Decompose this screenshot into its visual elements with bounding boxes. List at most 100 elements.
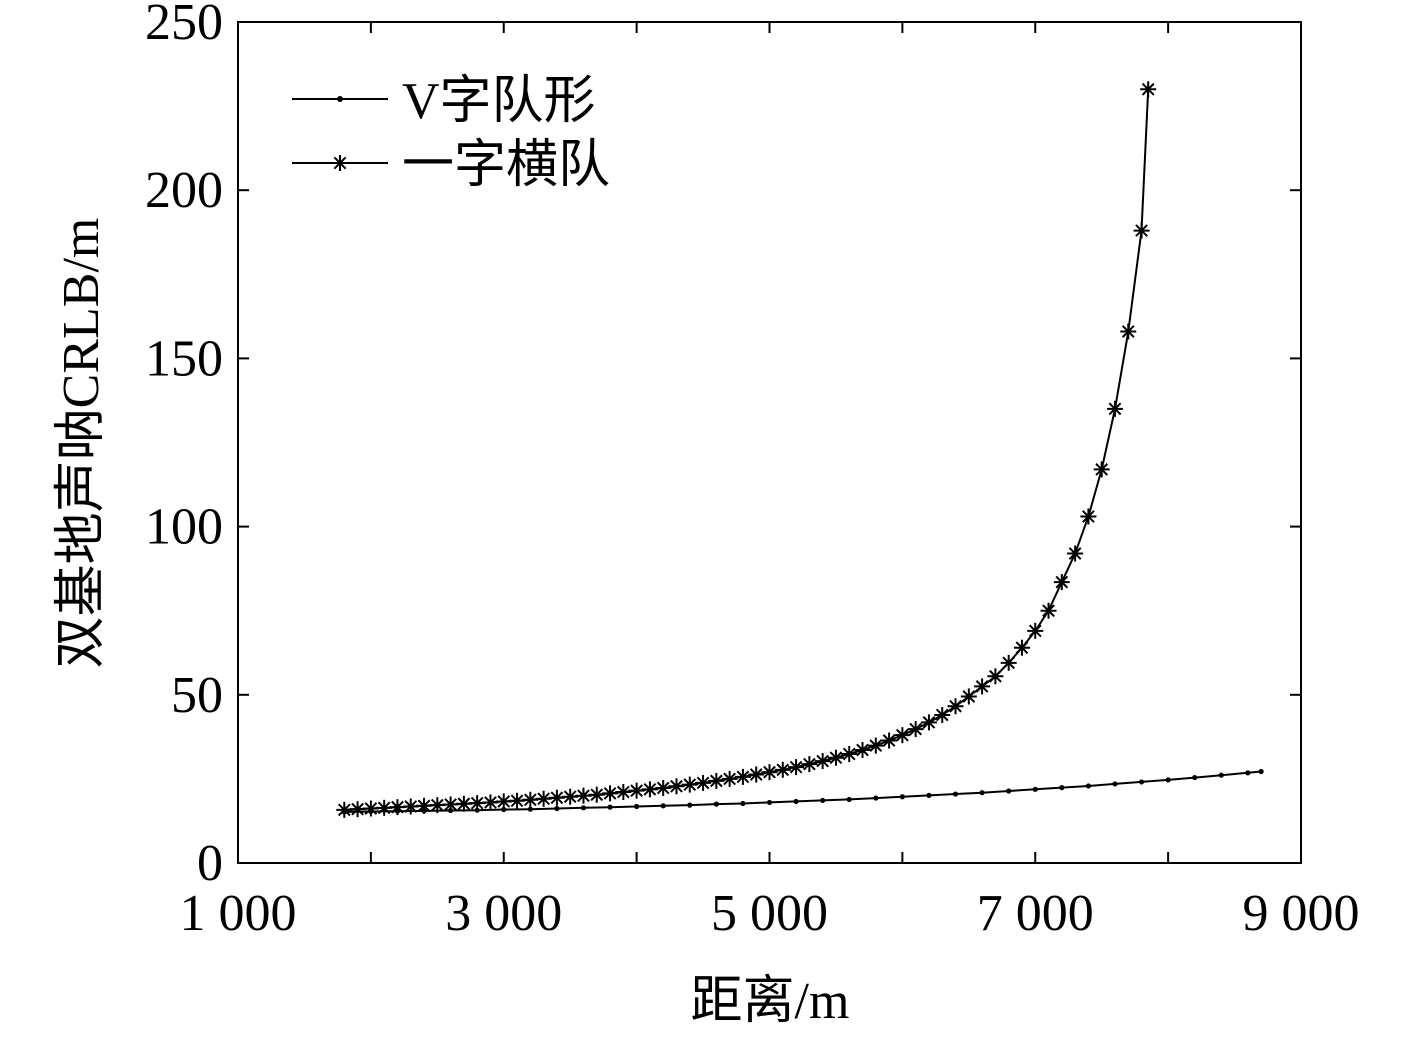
data-point bbox=[1258, 768, 1264, 775]
data-point bbox=[788, 759, 805, 776]
data-point bbox=[827, 749, 844, 766]
data-point bbox=[801, 756, 818, 773]
legend: V字队形 一字横队 bbox=[292, 73, 610, 194]
data-point bbox=[522, 791, 539, 808]
data-point bbox=[660, 803, 666, 809]
data-point bbox=[429, 797, 446, 814]
data-point bbox=[748, 766, 765, 783]
data-point bbox=[907, 721, 924, 738]
data-point bbox=[846, 796, 852, 803]
legend-marker-star bbox=[332, 155, 348, 171]
series-layer bbox=[336, 81, 1264, 818]
data-point bbox=[920, 714, 937, 731]
data-point bbox=[814, 753, 831, 770]
y-axis-label: 双基地声呐CRLB/m bbox=[53, 218, 110, 669]
series-v-formation bbox=[341, 768, 1264, 815]
data-point bbox=[668, 778, 685, 795]
data-point bbox=[1006, 788, 1012, 794]
data-point bbox=[402, 798, 419, 815]
data-point bbox=[926, 792, 932, 798]
data-point bbox=[634, 803, 640, 810]
data-point bbox=[987, 668, 1004, 685]
data-point bbox=[793, 798, 799, 805]
data-point bbox=[442, 796, 459, 813]
data-point bbox=[1027, 622, 1044, 639]
data-point bbox=[607, 804, 613, 810]
data-point bbox=[899, 794, 905, 800]
data-point bbox=[979, 790, 985, 796]
data-point bbox=[628, 782, 645, 799]
y-tick-label: 0 bbox=[197, 835, 223, 892]
x-axis-ticks: 1 000 3 000 5 000 7 000 9 000 bbox=[180, 22, 1360, 942]
data-point bbox=[740, 800, 746, 807]
data-point bbox=[1133, 222, 1150, 239]
data-point bbox=[934, 706, 951, 723]
data-point bbox=[695, 774, 712, 791]
data-point bbox=[1059, 785, 1065, 791]
data-point bbox=[575, 787, 592, 804]
data-point bbox=[713, 801, 719, 807]
data-point bbox=[1067, 545, 1084, 562]
data-point bbox=[655, 779, 672, 796]
x-tick-label: 5 000 bbox=[711, 885, 828, 942]
data-point bbox=[734, 768, 751, 785]
series-line-abreast bbox=[336, 81, 1157, 818]
data-point bbox=[867, 737, 884, 754]
data-point bbox=[588, 786, 605, 803]
data-point bbox=[894, 727, 911, 744]
data-point bbox=[509, 792, 526, 809]
data-point bbox=[1040, 602, 1057, 619]
legend-label-v-formation: V字队形 bbox=[402, 73, 596, 130]
y-tick-label: 100 bbox=[145, 499, 223, 556]
data-point bbox=[580, 805, 587, 811]
data-point bbox=[774, 761, 791, 778]
data-point bbox=[854, 741, 871, 758]
data-point bbox=[1080, 508, 1097, 525]
data-point bbox=[602, 785, 619, 802]
data-point bbox=[1245, 770, 1251, 776]
data-point bbox=[336, 801, 353, 818]
y-tick-label: 250 bbox=[145, 0, 223, 51]
plot-frame bbox=[237, 21, 1302, 864]
data-point bbox=[766, 799, 773, 806]
data-point bbox=[974, 678, 991, 695]
data-point bbox=[960, 688, 977, 705]
data-point bbox=[1192, 774, 1198, 781]
data-point bbox=[881, 732, 898, 749]
legend-label-line-abreast: 一字横队 bbox=[402, 137, 610, 194]
x-axis-label: 距离/m bbox=[691, 973, 850, 1030]
data-point bbox=[501, 806, 507, 813]
data-point bbox=[681, 776, 698, 793]
data-point bbox=[1013, 639, 1030, 656]
data-point bbox=[535, 790, 552, 807]
data-point bbox=[761, 764, 778, 781]
x-tick-label: 9 000 bbox=[1243, 885, 1360, 942]
x-tick-label: 7 000 bbox=[977, 885, 1094, 942]
x-tick-label: 1 000 bbox=[180, 885, 297, 942]
data-point bbox=[554, 805, 560, 812]
data-point bbox=[1000, 654, 1017, 671]
data-point bbox=[615, 784, 632, 801]
data-point bbox=[721, 770, 738, 787]
data-point bbox=[708, 772, 725, 789]
y-tick-label: 150 bbox=[145, 330, 223, 387]
data-point bbox=[548, 789, 565, 806]
data-point bbox=[1112, 781, 1118, 787]
x-tick-label: 3 000 bbox=[445, 885, 562, 942]
data-point bbox=[1218, 772, 1224, 778]
y-tick-label: 50 bbox=[171, 667, 223, 724]
data-point bbox=[1106, 400, 1123, 417]
data-point bbox=[641, 781, 658, 798]
data-point bbox=[873, 795, 879, 801]
data-point bbox=[1165, 777, 1171, 783]
data-point bbox=[1120, 323, 1137, 340]
series-line bbox=[344, 89, 1150, 811]
data-point bbox=[1053, 574, 1070, 591]
legend-star-glyph bbox=[332, 155, 348, 171]
data-point bbox=[687, 802, 693, 808]
data-point bbox=[952, 791, 959, 797]
data-point bbox=[1085, 783, 1091, 789]
y-tick-label: 200 bbox=[145, 162, 223, 219]
data-point bbox=[1138, 779, 1145, 785]
